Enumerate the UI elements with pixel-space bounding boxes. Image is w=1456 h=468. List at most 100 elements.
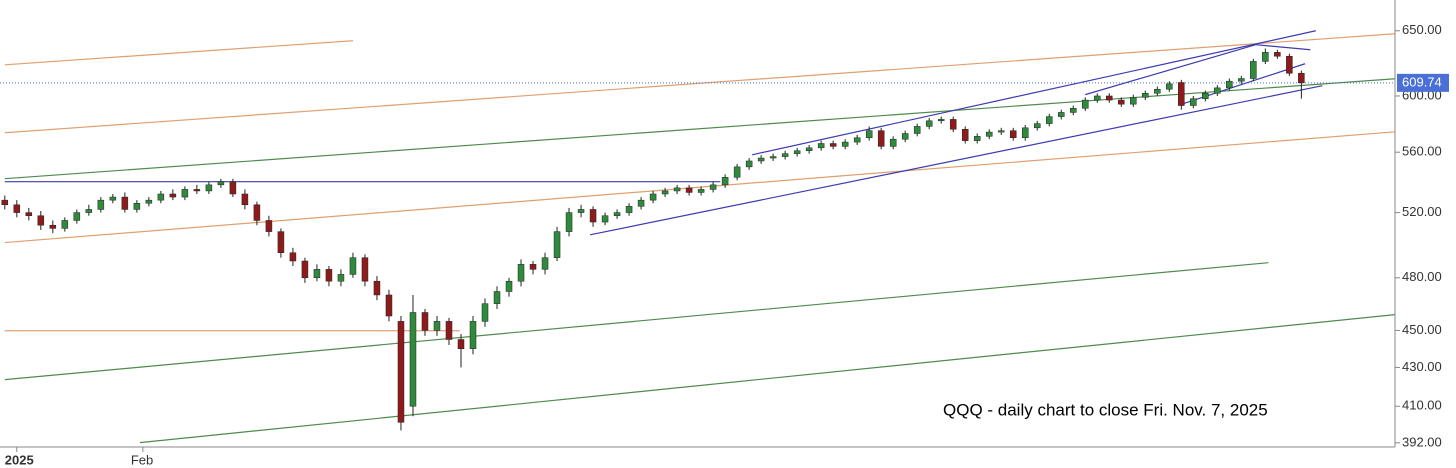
candle-body [853,137,861,143]
trend-line [139,314,1396,444]
candle-body [949,119,957,130]
candle-body [409,312,417,407]
candle-body [865,130,873,139]
candle-body [1238,78,1245,82]
candle-body [877,130,885,147]
candle-body [733,166,741,178]
candle-body [1130,97,1137,105]
y-tick-label: 650.00 [1402,22,1442,37]
candle-body [661,190,669,195]
candle-body [565,212,573,232]
candle-body [769,156,777,159]
candle-body [493,291,501,304]
y-tick-label: 392.00 [1402,434,1442,449]
candle-body [889,138,897,147]
candle-body [1202,93,1209,99]
candle-body [817,143,825,149]
trend-line [1179,63,1306,106]
candle-body [121,196,129,210]
candle-body [805,147,813,151]
candle-body [1009,130,1017,139]
candle-body [937,119,945,122]
x-tick-label: Feb [131,452,153,467]
candle-body [25,212,33,216]
candle-body [1058,112,1065,117]
candle-body [601,215,609,223]
candle-body [925,120,933,127]
candle-body [973,136,981,141]
candle-body [1250,61,1257,79]
candle-body [421,312,429,331]
candle-body [1262,52,1269,62]
candle-body [745,160,753,168]
candle-body [529,264,537,270]
candle-body [241,193,249,206]
candle-body [721,177,729,186]
last-price-box [1397,73,1449,92]
candles [1,48,1305,431]
trend-line [1255,44,1311,51]
candle-body [613,212,621,216]
candle-body [373,280,381,296]
candle-body [541,257,549,270]
candle-body [277,231,285,253]
trend-line [4,262,1269,381]
candle-body [649,193,657,201]
candle-body [337,274,345,282]
candle-body [109,196,117,201]
candle-body [1178,82,1185,106]
candle-body [145,199,153,204]
candle-body [697,189,705,193]
candle-body [157,193,165,201]
candle-body [577,209,585,213]
trend-line [4,40,353,66]
candle-body [205,184,213,192]
candle-body [481,303,489,322]
candle-body [301,260,309,279]
candle-body [1070,108,1077,113]
candle-body [229,181,237,195]
candle-body [433,321,441,331]
candle-body [181,189,189,198]
y-tick-label: 430.00 [1402,359,1442,374]
candle-body [685,187,693,193]
candle-body [13,204,21,213]
candle-body [1166,83,1173,90]
candle-body [793,150,801,154]
trend-line [1085,44,1256,96]
y-tick-label: 480.00 [1402,269,1442,284]
candle-body [253,204,261,221]
candle-body [73,212,81,221]
candle-body [1082,99,1089,109]
candle-body [349,257,357,275]
candle-body [625,206,633,213]
candle-body [325,269,333,282]
candle-body [445,321,453,340]
candle-body [133,202,141,210]
candle-body [397,321,405,423]
candle-body [1274,52,1281,57]
candle-body [505,280,513,292]
candle-body [1021,127,1029,139]
candle-body [97,199,105,210]
candle-body [553,231,561,258]
candle-body [313,269,321,279]
candle-body [589,209,597,223]
candle-body [757,157,765,162]
candle-body [1142,93,1149,98]
trend-line [4,131,1396,244]
candle-body [1214,87,1221,94]
candle-body [1106,95,1113,101]
candle-body [709,184,717,190]
candle-body [1154,88,1161,94]
annotation: QQQ - daily chart to close Fri. Nov. 7, … [943,400,1268,419]
y-tick-label: 450.00 [1402,322,1442,337]
plot-area [0,0,1395,447]
x-tick-label: 2025 [5,452,34,467]
candle-body [37,215,45,226]
candle-body [997,130,1005,133]
trend-line [589,85,1323,236]
candle-body [901,133,909,140]
